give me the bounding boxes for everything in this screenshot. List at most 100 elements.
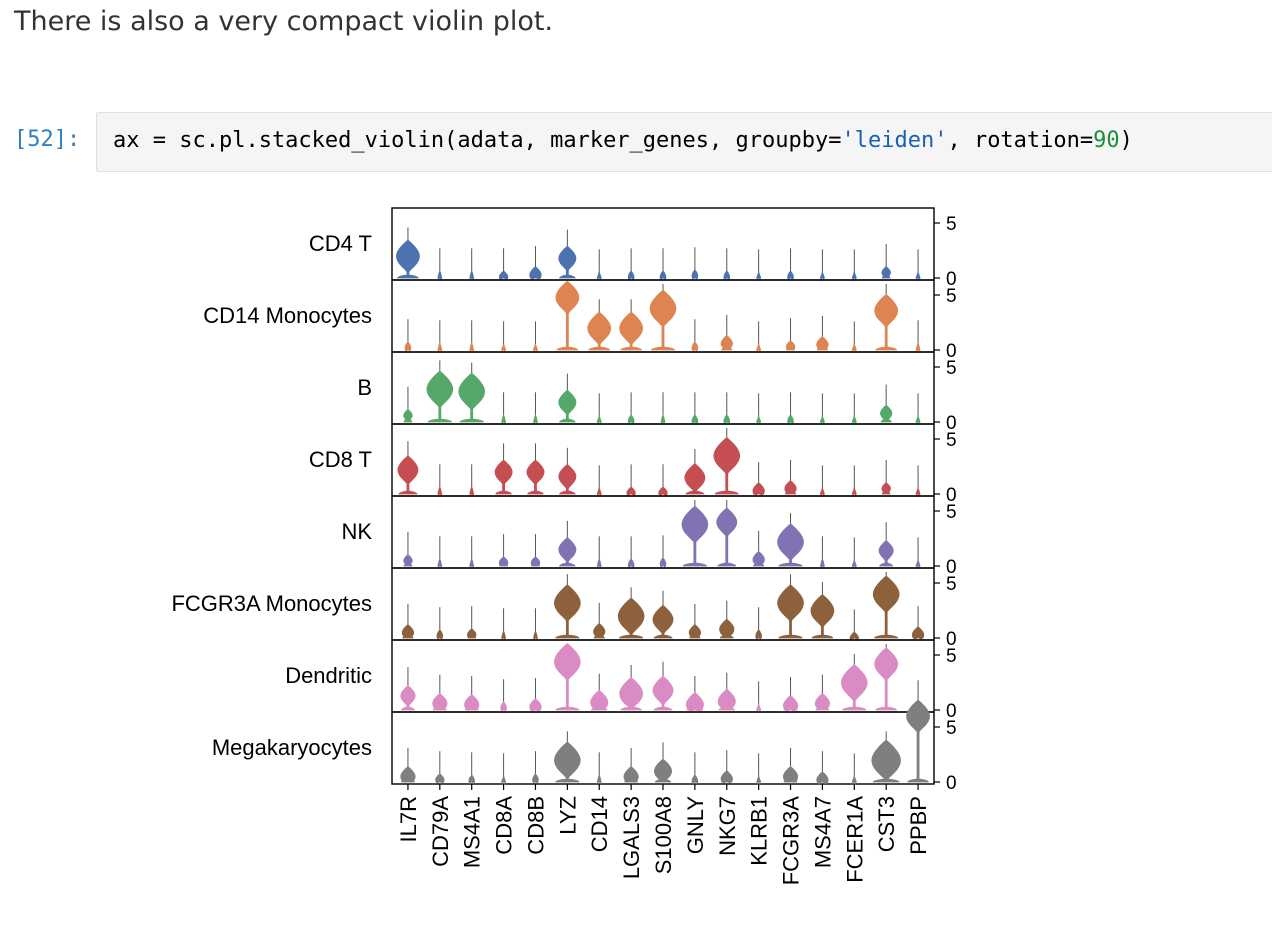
violin-shape [840,663,868,711]
violin-shape [915,558,921,570]
violin-shape [752,550,765,567]
violin-shape [659,270,667,281]
code-cell[interactable]: ax = sc.pl.stacked_violin(adata, marker_… [96,112,1272,172]
x-tick-label: CD79A [428,796,453,867]
violin-shape [437,557,443,569]
x-tick-label: S100A8 [651,796,676,874]
violin-shape [820,557,825,569]
group-label: Megakaryocytes [212,735,372,760]
violin-shape [871,739,901,783]
violin-shape [915,486,921,498]
violin-shape [401,623,415,639]
violin-shape [787,270,794,281]
violin-shape [653,758,673,783]
violin-shape [915,270,921,282]
violin-shape [713,436,741,495]
violin-shape [915,341,921,353]
violin-shape [627,270,635,281]
violin-shape [874,293,899,351]
x-tick-label: IL7R [396,796,421,842]
violin-shape [874,647,899,711]
code-part3: ) [1119,128,1133,153]
y-tick-label: 0 [946,773,957,794]
violin-shape [404,341,412,352]
y-tick-label: 5 [946,718,957,739]
violin-shape [619,311,643,351]
violin-shape [816,771,829,785]
violin-shape [555,280,580,351]
violin-shape [526,459,545,495]
violin-shape [533,413,538,425]
violin-shape [396,239,420,279]
y-tick-label: 5 [946,502,957,523]
violin-shape [716,507,738,567]
group-label: B [357,375,372,400]
violin-shape [437,485,443,497]
violin-shape [820,270,825,282]
violin-shape [619,676,643,711]
x-tick-label: GNLY [683,796,708,855]
violin-shape [435,773,445,784]
violin-shape [756,342,762,354]
violin-shape [681,505,709,567]
code-line[interactable]: ax = sc.pl.stacked_violin(adata, marker_… [113,128,1133,153]
violin-shape [787,414,794,425]
violin-shape [717,688,736,711]
violin-shape [623,765,639,783]
y-tick-label: 5 [946,214,957,235]
violin-shape [915,414,921,426]
violin-shape [851,558,857,570]
violin-shape [498,556,509,567]
x-tick-label: FCER1A [842,796,867,883]
y-tick-label: 0 [946,413,957,434]
violin-shape [469,341,475,353]
violin-shape [498,270,509,281]
violin-shape [501,629,506,641]
x-tick-label: CST3 [874,796,899,852]
violin-shape [649,289,677,351]
violin-shape [532,773,539,784]
violin-shape [880,404,893,423]
violin-shape [658,486,668,497]
violin-shape [810,593,835,639]
violin-shape [660,413,666,425]
violin-shape [820,486,825,498]
code-part2: , rotation= [947,128,1094,153]
group-label: CD14 Monocytes [203,303,372,328]
violin-shape [558,245,577,279]
violin-shape [691,414,699,425]
violin-shape [691,269,699,280]
y-tick-label: 0 [946,629,957,650]
x-tick-label: MS4A7 [810,796,835,868]
violin-shape [881,481,891,495]
violin-shape [533,342,538,354]
violin-shape [400,685,416,711]
violin-shape [596,486,602,498]
violin-shape [533,629,538,641]
code-part1: ax = sc.pl.stacked_violin(adata, marker_… [113,128,842,153]
violin-shape [403,408,413,423]
violin-shape [464,693,480,711]
cell-prompt: [52]: [14,127,81,152]
violin-shape [397,455,419,495]
violin-shape [851,486,857,498]
violin-shape [777,523,804,567]
violin-shape [814,692,830,711]
x-tick-label: PPBP [906,796,931,855]
group-label: CD8 T [309,447,372,472]
violin-shape [881,265,891,279]
y-tick-label: 5 [946,358,957,379]
y-tick-label: 5 [946,286,957,307]
violin-shape [755,629,762,640]
violin-shape [437,341,443,353]
violin-shape [851,414,857,426]
violin-shape [911,626,925,640]
violin-shape [530,556,541,567]
violin-shape [558,463,577,495]
violin-shape [784,479,797,495]
violin-shape [652,675,674,711]
violin-plot-area: CD4 T 0 5 CD14 Monocytes 0 5 B 0 5 CD8 T 0 5 NK 0 5 FCG… [0,190,1272,922]
violin-shape [659,557,667,568]
violin-shape [684,462,706,495]
